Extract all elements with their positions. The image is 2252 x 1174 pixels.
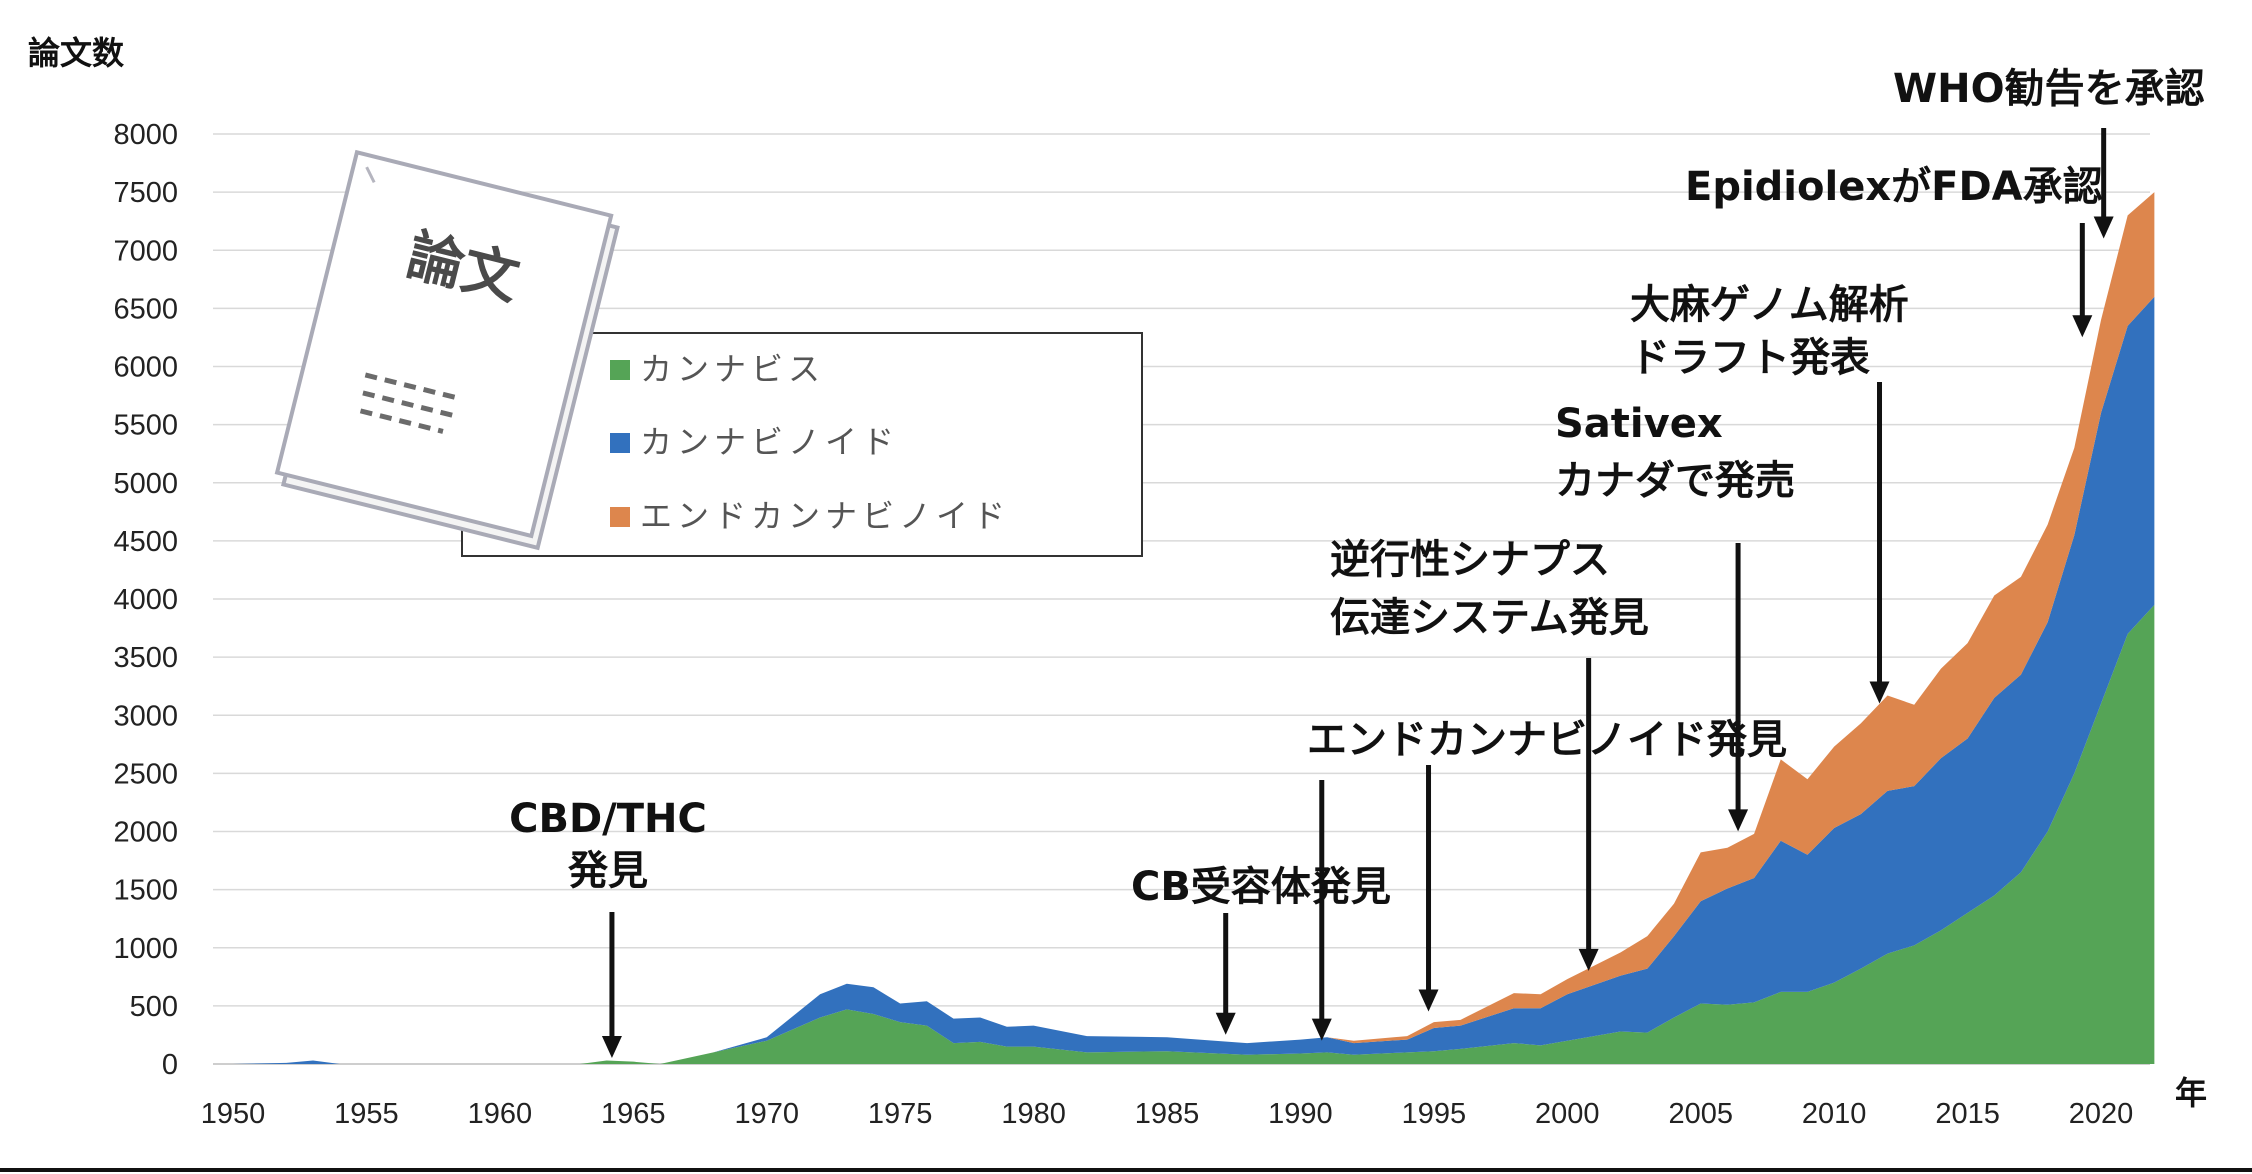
y-axis-label: 論文数	[28, 34, 125, 72]
annotation: Sativex カナダで発売	[1555, 401, 1795, 832]
annotation-text: WHO勧告を承認	[1893, 66, 2205, 112]
legend-label-endocannabinoid: エンドカンナビノイド	[640, 497, 1010, 535]
annotation-arrowhead	[1728, 809, 1749, 832]
annotation	[1418, 765, 1439, 1012]
y-tick-label: 3000	[113, 700, 178, 732]
x-tick-label: 2000	[1535, 1098, 1600, 1130]
x-tick-label: 1950	[201, 1098, 266, 1130]
legend-swatch-cannabinoid	[610, 433, 630, 453]
annotation: エンドカンナビノイド発見	[1307, 717, 1787, 1041]
x-tick-label: 2015	[1935, 1098, 2000, 1130]
annotation-text: CB受容体発見	[1131, 864, 1391, 910]
y-tick-label: 6000	[113, 352, 178, 384]
x-tick-label: 1995	[1402, 1098, 1467, 1130]
y-tick-label: 2500	[113, 758, 178, 790]
annotation-arrowhead	[1869, 681, 1890, 704]
annotation-arrowhead	[2072, 315, 2093, 338]
annotation: CBD/THC 発見	[509, 796, 707, 1058]
y-tick-label: 7000	[113, 235, 178, 267]
y-tick-label: 2000	[113, 817, 178, 849]
annotation-arrowhead	[601, 1036, 622, 1058]
x-tick-label: 1985	[1135, 1098, 1200, 1130]
annotation-arrowhead	[1311, 1018, 1332, 1041]
legend-label-cannabinoid: カンナビノイド	[640, 423, 899, 461]
annotation: EpidiolexがFDA承認	[1685, 164, 2103, 338]
y-tick-label: 4500	[113, 526, 178, 558]
y-tick-label: 1500	[113, 875, 178, 907]
x-tick-label: 1960	[468, 1098, 533, 1130]
annotation: CB受容体発見	[1131, 864, 1391, 1035]
annotation-arrowhead	[2093, 216, 2114, 239]
legend-swatch-cannabis	[610, 360, 630, 380]
y-tick-label: 500	[130, 991, 178, 1023]
y-tick-label: 5000	[113, 468, 178, 500]
x-tick-label: 2005	[1668, 1098, 1733, 1130]
y-tick-label: 8000	[113, 119, 178, 151]
annotation-text: ドラフト発表	[1630, 335, 1870, 381]
annotation-text: 伝達システム発見	[1330, 595, 1649, 641]
x-tick-label: 1975	[868, 1098, 933, 1130]
annotation-arrowhead	[1418, 989, 1439, 1012]
annotation-text: Sativex	[1555, 401, 1723, 447]
y-tick-label: 6500	[113, 293, 178, 325]
x-tick-label: 1965	[601, 1098, 666, 1130]
y-tick-label: 4000	[113, 584, 178, 616]
y-tick-label: 1000	[113, 933, 178, 965]
y-axis: 0 500 1000 1500 2000 2500 3000 3500 4000 4500 5000…	[113, 119, 178, 1081]
legend-label-cannabis: カンナビス	[640, 350, 825, 388]
y-tick-label: 7500	[113, 177, 178, 209]
x-axis-label: 年	[2175, 1074, 2207, 1112]
x-axis: 1950 1955 1960 1965 1970 1975 1980 1985 1990 1995…	[201, 1098, 2134, 1130]
y-tick-label: 0	[162, 1049, 178, 1081]
annotation-text: カナダで発売	[1555, 458, 1795, 504]
annotation-text: CBD/THC	[509, 796, 707, 842]
annotation-text: 大麻ゲノム解析	[1630, 282, 1909, 328]
annotation-arrowhead	[1578, 948, 1599, 971]
paper-document-icon: 論文	[274, 149, 620, 551]
stacked-areas	[233, 192, 2155, 1064]
x-tick-label: 2010	[1802, 1098, 1867, 1130]
x-tick-label: 1955	[334, 1098, 399, 1130]
annotation-text: 逆行性シナプス	[1330, 537, 1610, 583]
x-tick-label: 1990	[1268, 1098, 1333, 1130]
annotation-arrowhead	[1215, 1012, 1236, 1035]
area-cannabis	[233, 604, 2155, 1064]
x-tick-label: 1970	[734, 1098, 799, 1130]
y-tick-label: 5500	[113, 410, 178, 442]
annotation-text: 発見	[568, 848, 648, 894]
y-tick-label: 3500	[113, 642, 178, 674]
annotation-text: エンドカンナビノイド発見	[1307, 717, 1787, 763]
x-tick-label: 2020	[2069, 1098, 2134, 1130]
annotation: WHO勧告を承認	[1893, 66, 2205, 239]
legend-swatch-endocannabinoid	[610, 507, 630, 527]
x-tick-label: 1980	[1001, 1098, 1066, 1130]
annotation-text: EpidiolexがFDA承認	[1685, 164, 2103, 210]
